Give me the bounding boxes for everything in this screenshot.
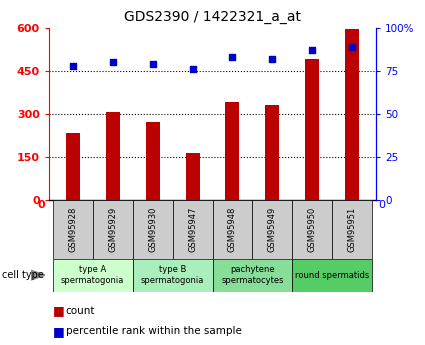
- Text: GSM95947: GSM95947: [188, 207, 197, 252]
- Bar: [265, 105, 279, 200]
- Text: ■: ■: [53, 325, 65, 338]
- Text: percentile rank within the sample: percentile rank within the sample: [66, 326, 242, 336]
- Bar: [93, 200, 133, 259]
- Point: [69, 63, 76, 68]
- Text: GSM95928: GSM95928: [68, 207, 77, 252]
- Title: GDS2390 / 1422321_a_at: GDS2390 / 1422321_a_at: [124, 10, 301, 24]
- Bar: [292, 200, 332, 259]
- Point: [349, 44, 356, 49]
- Bar: [212, 200, 252, 259]
- Text: ■: ■: [53, 304, 65, 317]
- Bar: [305, 59, 319, 200]
- Bar: [53, 259, 133, 292]
- Bar: [212, 259, 292, 292]
- Bar: [66, 132, 80, 200]
- Text: GSM95929: GSM95929: [108, 207, 117, 252]
- Text: pachytene
spermatocytes: pachytene spermatocytes: [221, 265, 283, 285]
- Bar: [133, 259, 212, 292]
- Text: GSM95949: GSM95949: [268, 207, 277, 252]
- Text: round spermatids: round spermatids: [295, 270, 369, 280]
- Bar: [332, 200, 372, 259]
- Point: [109, 59, 116, 65]
- Text: GSM95948: GSM95948: [228, 207, 237, 252]
- Text: GSM95930: GSM95930: [148, 207, 157, 252]
- Bar: [186, 152, 199, 200]
- Point: [149, 61, 156, 67]
- Point: [189, 66, 196, 72]
- Bar: [146, 122, 160, 200]
- Text: GSM95951: GSM95951: [348, 207, 357, 252]
- Text: 0: 0: [37, 200, 45, 210]
- Text: count: count: [66, 306, 95, 315]
- Text: cell type: cell type: [2, 270, 44, 280]
- Text: type B
spermatogonia: type B spermatogonia: [141, 265, 204, 285]
- Bar: [106, 112, 120, 200]
- Polygon shape: [31, 270, 45, 280]
- Bar: [252, 200, 292, 259]
- Point: [229, 54, 236, 60]
- Bar: [345, 29, 359, 200]
- Bar: [173, 200, 212, 259]
- Point: [309, 47, 316, 53]
- Text: type A
spermatogonia: type A spermatogonia: [61, 265, 125, 285]
- Bar: [292, 259, 372, 292]
- Text: 0: 0: [378, 200, 385, 210]
- Bar: [226, 102, 239, 200]
- Text: GSM95950: GSM95950: [308, 207, 317, 252]
- Bar: [133, 200, 173, 259]
- Point: [269, 56, 276, 61]
- Bar: [53, 200, 93, 259]
